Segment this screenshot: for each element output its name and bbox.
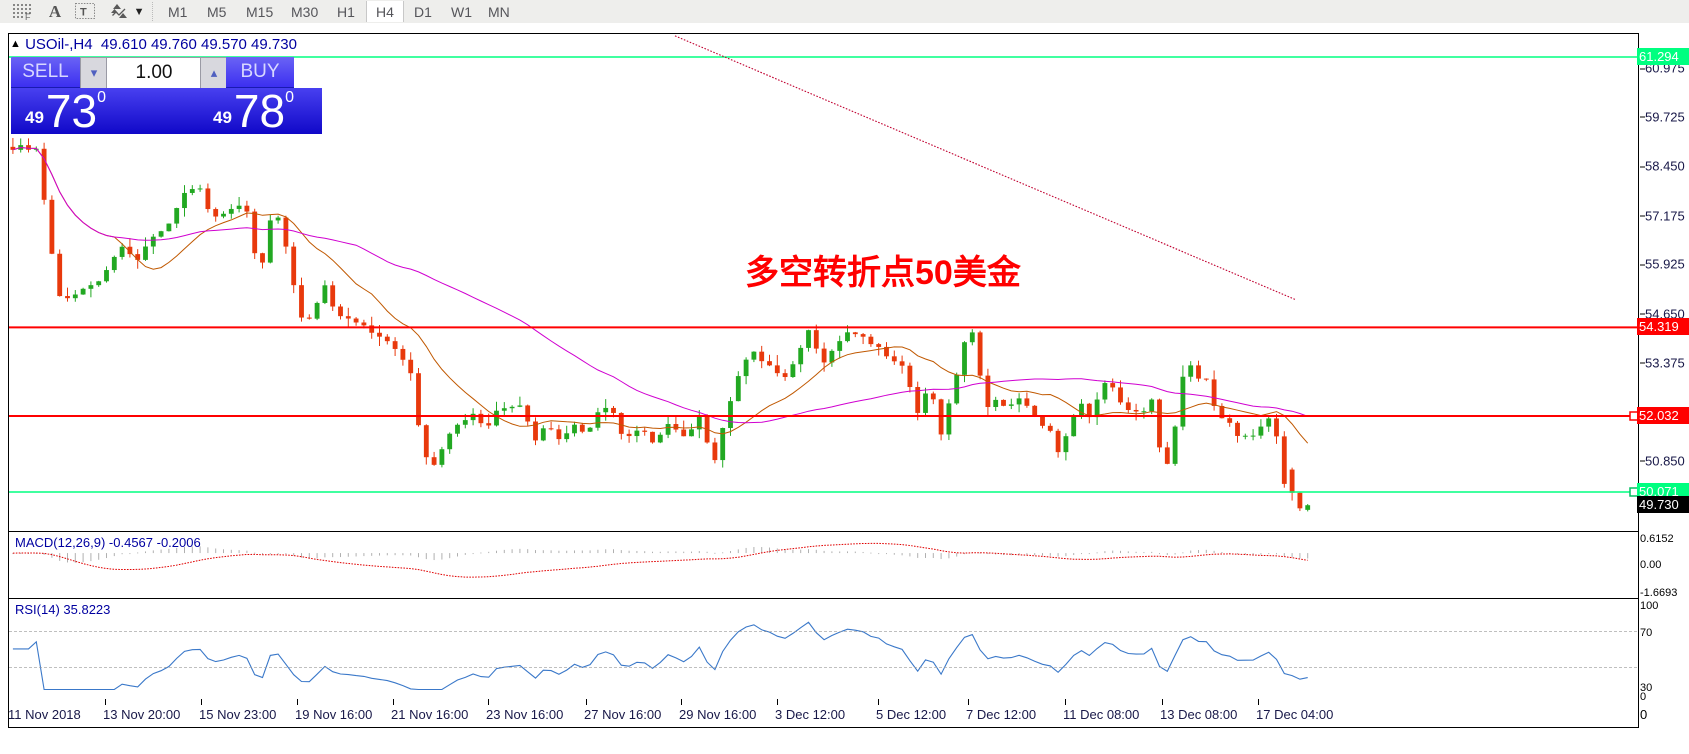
svg-text:多空转折点50美金: 多空转折点50美金 <box>745 253 1022 292</box>
svg-text:T: T <box>80 7 87 19</box>
svg-text:F: F <box>25 12 31 20</box>
